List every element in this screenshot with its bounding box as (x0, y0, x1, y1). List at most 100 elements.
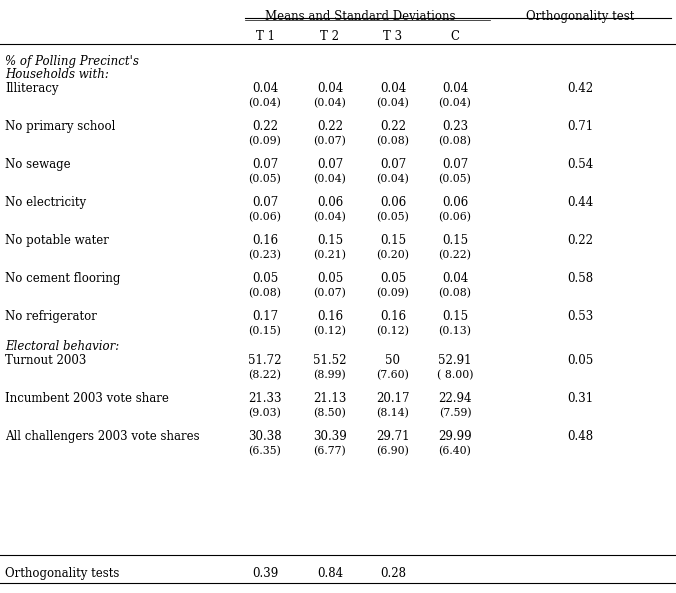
Text: (0.07): (0.07) (314, 288, 346, 298)
Text: (0.21): (0.21) (314, 250, 347, 260)
Text: 0.84: 0.84 (317, 567, 343, 580)
Text: (0.08): (0.08) (377, 136, 410, 146)
Text: (0.08): (0.08) (249, 288, 281, 298)
Text: (7.59): (7.59) (439, 408, 471, 418)
Text: (6.40): (6.40) (439, 446, 471, 456)
Text: (0.06): (0.06) (249, 212, 281, 222)
Text: 0.04: 0.04 (317, 82, 343, 95)
Text: All challengers 2003 vote shares: All challengers 2003 vote shares (5, 430, 199, 443)
Text: (8.22): (8.22) (249, 370, 281, 380)
Text: 0.06: 0.06 (317, 196, 343, 209)
Text: 0.06: 0.06 (442, 196, 468, 209)
Text: 0.17: 0.17 (252, 310, 278, 323)
Text: 0.42: 0.42 (567, 82, 593, 95)
Text: ( 8.00): ( 8.00) (437, 370, 473, 380)
Text: 0.07: 0.07 (252, 158, 278, 171)
Text: (0.04): (0.04) (314, 174, 346, 184)
Text: (0.23): (0.23) (249, 250, 281, 260)
Text: C: C (450, 30, 460, 43)
Text: 0.39: 0.39 (252, 567, 278, 580)
Text: 0.15: 0.15 (442, 310, 468, 323)
Text: No potable water: No potable water (5, 234, 109, 247)
Text: No sewage: No sewage (5, 158, 70, 171)
Text: (8.14): (8.14) (377, 408, 410, 418)
Text: No cement flooring: No cement flooring (5, 272, 120, 285)
Text: 0.58: 0.58 (567, 272, 593, 285)
Text: Incumbent 2003 vote share: Incumbent 2003 vote share (5, 392, 169, 405)
Text: 30.38: 30.38 (248, 430, 282, 443)
Text: 0.05: 0.05 (567, 354, 593, 367)
Text: (0.04): (0.04) (377, 174, 410, 184)
Text: 0.16: 0.16 (317, 310, 343, 323)
Text: (0.20): (0.20) (377, 250, 410, 260)
Text: No primary school: No primary school (5, 120, 116, 133)
Text: 29.99: 29.99 (438, 430, 472, 443)
Text: 0.04: 0.04 (252, 82, 278, 95)
Text: (0.15): (0.15) (249, 326, 281, 336)
Text: 22.94: 22.94 (438, 392, 472, 405)
Text: 0.04: 0.04 (442, 272, 468, 285)
Text: 0.54: 0.54 (567, 158, 593, 171)
Text: (8.50): (8.50) (314, 408, 346, 418)
Text: 0.07: 0.07 (380, 158, 406, 171)
Text: T 1: T 1 (256, 30, 274, 43)
Text: T 2: T 2 (320, 30, 339, 43)
Text: (7.60): (7.60) (377, 370, 410, 380)
Text: 0.05: 0.05 (317, 272, 343, 285)
Text: Orthogonality tests: Orthogonality tests (5, 567, 120, 580)
Text: 51.52: 51.52 (313, 354, 347, 367)
Text: (0.05): (0.05) (439, 174, 471, 184)
Text: 0.22: 0.22 (380, 120, 406, 133)
Text: (8.99): (8.99) (314, 370, 346, 380)
Text: 0.04: 0.04 (380, 82, 406, 95)
Text: 51.72: 51.72 (248, 354, 282, 367)
Text: (0.13): (0.13) (439, 326, 471, 336)
Text: (0.04): (0.04) (249, 98, 281, 109)
Text: 0.31: 0.31 (567, 392, 593, 405)
Text: (0.12): (0.12) (314, 326, 347, 336)
Text: 52.91: 52.91 (438, 354, 472, 367)
Text: (0.04): (0.04) (314, 212, 346, 222)
Text: (0.05): (0.05) (377, 212, 410, 222)
Text: 0.15: 0.15 (317, 234, 343, 247)
Text: 0.05: 0.05 (380, 272, 406, 285)
Text: 0.07: 0.07 (442, 158, 468, 171)
Text: (0.04): (0.04) (314, 98, 346, 109)
Text: 0.28: 0.28 (380, 567, 406, 580)
Text: 0.53: 0.53 (567, 310, 593, 323)
Text: 29.71: 29.71 (377, 430, 410, 443)
Text: 21.13: 21.13 (313, 392, 347, 405)
Text: 0.16: 0.16 (380, 310, 406, 323)
Text: 0.07: 0.07 (317, 158, 343, 171)
Text: 0.71: 0.71 (567, 120, 593, 133)
Text: No electricity: No electricity (5, 196, 86, 209)
Text: 0.22: 0.22 (567, 234, 593, 247)
Text: (0.04): (0.04) (439, 98, 471, 109)
Text: 0.16: 0.16 (252, 234, 278, 247)
Text: % of Polling Precinct's: % of Polling Precinct's (5, 55, 139, 68)
Text: (9.03): (9.03) (249, 408, 281, 418)
Text: (0.07): (0.07) (314, 136, 346, 146)
Text: 0.07: 0.07 (252, 196, 278, 209)
Text: (0.04): (0.04) (377, 98, 410, 109)
Text: 21.33: 21.33 (248, 392, 282, 405)
Text: Households with:: Households with: (5, 68, 109, 81)
Text: 30.39: 30.39 (313, 430, 347, 443)
Text: Electoral behavior:: Electoral behavior: (5, 340, 119, 353)
Text: 20.17: 20.17 (377, 392, 410, 405)
Text: (0.12): (0.12) (377, 326, 410, 336)
Text: (0.08): (0.08) (439, 136, 471, 146)
Text: (0.09): (0.09) (377, 288, 410, 298)
Text: 0.04: 0.04 (442, 82, 468, 95)
Text: 0.15: 0.15 (442, 234, 468, 247)
Text: 0.48: 0.48 (567, 430, 593, 443)
Text: Means and Standard Deviations: Means and Standard Deviations (265, 10, 455, 23)
Text: Orthogonality test: Orthogonality test (526, 10, 634, 23)
Text: (6.35): (6.35) (249, 446, 281, 456)
Text: 0.23: 0.23 (442, 120, 468, 133)
Text: 0.15: 0.15 (380, 234, 406, 247)
Text: No refrigerator: No refrigerator (5, 310, 97, 323)
Text: (0.08): (0.08) (439, 288, 471, 298)
Text: 0.22: 0.22 (317, 120, 343, 133)
Text: (0.09): (0.09) (249, 136, 281, 146)
